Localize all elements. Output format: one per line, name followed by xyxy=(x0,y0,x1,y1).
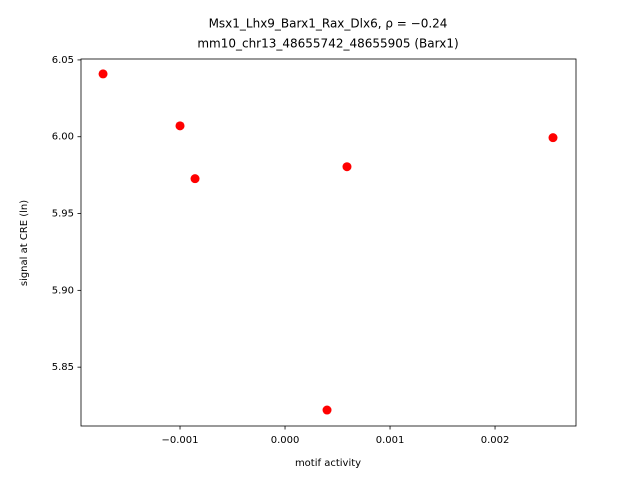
x-tick-label: −0.001 xyxy=(162,435,199,446)
scatter-point xyxy=(548,133,558,143)
scatter-point xyxy=(175,121,185,131)
y-tick-label: 6.00 xyxy=(52,132,74,143)
chart-title: Msx1_Lhx9_Barx1_Rax_Dlx6, ρ = −0.24 xyxy=(209,17,448,31)
y-tick-label: 5.95 xyxy=(52,209,74,220)
y-tick-label: 5.90 xyxy=(52,285,74,296)
x-tick-label: 0.001 xyxy=(376,435,405,446)
plot-frame xyxy=(80,58,577,427)
x-tick-label: 0.002 xyxy=(481,435,510,446)
scatter-point xyxy=(98,69,108,79)
chart-subtitle: mm10_chr13_48655742_48655905 (Barx1) xyxy=(197,37,458,51)
y-tick-label: 5.85 xyxy=(52,362,74,373)
x-tick-label: 0.000 xyxy=(271,435,300,446)
x-axis-label: motif activity xyxy=(295,458,361,469)
y-tick-label: 6.05 xyxy=(52,55,74,66)
y-axis-label: signal at CRE (ln) xyxy=(19,200,30,286)
scatter-point xyxy=(342,162,352,172)
scatter-point xyxy=(322,405,332,415)
scatter-point xyxy=(190,174,200,184)
